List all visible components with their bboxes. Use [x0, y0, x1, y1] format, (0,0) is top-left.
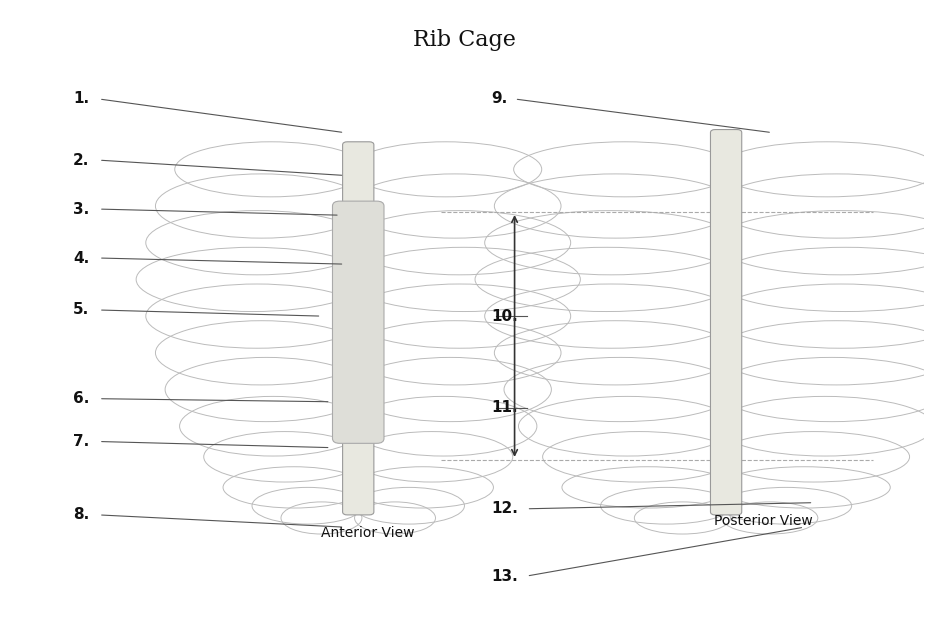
Text: Posterior View: Posterior View: [713, 514, 811, 528]
Text: 7.: 7.: [73, 434, 89, 449]
Text: 12.: 12.: [491, 502, 518, 516]
Text: 9.: 9.: [491, 92, 507, 107]
Text: 3.: 3.: [73, 202, 89, 216]
Text: 8.: 8.: [73, 507, 89, 523]
Text: 10.: 10.: [491, 309, 518, 324]
FancyBboxPatch shape: [332, 201, 384, 443]
Text: Anterior View: Anterior View: [321, 526, 413, 540]
Text: 13.: 13.: [491, 569, 518, 583]
Text: 11.: 11.: [491, 401, 517, 415]
Text: 5.: 5.: [73, 303, 89, 317]
Text: Rib Cage: Rib Cage: [413, 29, 514, 51]
Text: 2.: 2.: [73, 153, 89, 167]
FancyBboxPatch shape: [342, 142, 374, 515]
Text: 4.: 4.: [73, 250, 89, 265]
Text: 6.: 6.: [73, 391, 89, 406]
FancyBboxPatch shape: [710, 130, 741, 515]
Text: 1.: 1.: [73, 92, 89, 107]
